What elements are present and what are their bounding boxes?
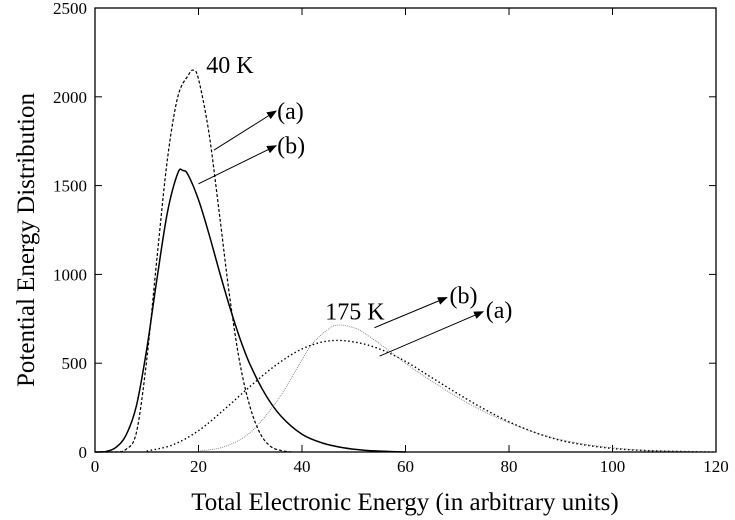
x-tick-label-4: 80 <box>501 457 518 476</box>
x-tick-label-2: 40 <box>294 457 311 476</box>
x-tick-label-0: 0 <box>91 457 100 476</box>
series-line-3 <box>146 339 717 453</box>
annotation-arrow-2 <box>213 110 277 151</box>
annotation-label-6: (a) <box>486 298 513 324</box>
annotation-label-1: 40 K <box>206 53 254 79</box>
annotation-label-3: (b) <box>277 134 305 160</box>
x-tick-label-3: 60 <box>397 457 414 476</box>
series-line-1 <box>95 69 292 453</box>
y-tick-label-1: 500 <box>62 354 88 373</box>
y-axis-title: Potential Energy Distribution <box>13 93 40 387</box>
series-line-2 <box>94 168 406 453</box>
x-tick-label-5: 100 <box>600 457 626 476</box>
y-tick-label-4: 2000 <box>53 88 87 107</box>
x-tick-label-1: 20 <box>190 457 207 476</box>
y-tick-label-3: 1500 <box>53 177 87 196</box>
annotation-arrow-3 <box>198 145 278 185</box>
x-tick-label-6: 120 <box>703 457 729 476</box>
annotation-label-4: 175 K <box>325 300 385 326</box>
annotation-arrow-5 <box>374 297 448 329</box>
y-tick-label-5: 2500 <box>53 0 87 18</box>
y-tick-label-2: 1000 <box>53 265 87 284</box>
series-line-4 <box>198 324 717 453</box>
annotation-label-5: (b) <box>449 284 477 310</box>
y-tick-label-0: 0 <box>79 443 88 462</box>
annotation-arrow-6 <box>379 311 485 357</box>
annotation-label-2: (a) <box>277 99 304 125</box>
x-axis-title: Total Electronic Energy (in arbitrary un… <box>191 489 619 516</box>
